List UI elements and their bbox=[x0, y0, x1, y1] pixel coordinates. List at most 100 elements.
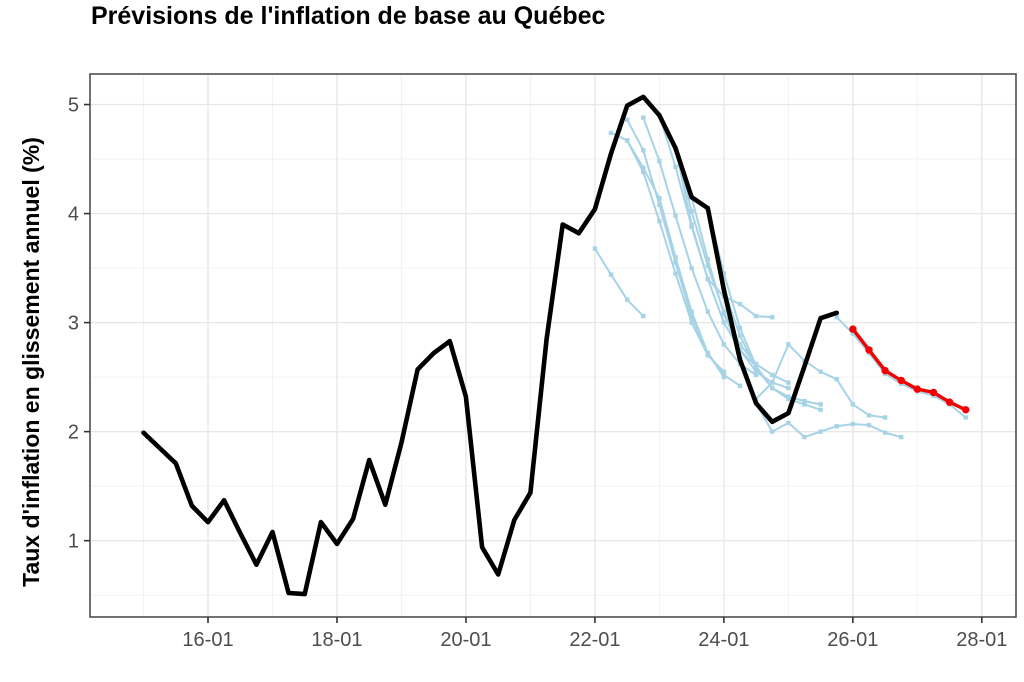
data-point-marker bbox=[721, 311, 727, 317]
data-point-marker bbox=[657, 219, 662, 224]
data-point-marker bbox=[705, 257, 710, 262]
data-point-marker bbox=[849, 325, 857, 333]
data-point-marker bbox=[625, 138, 630, 143]
series-line bbox=[674, 147, 790, 384]
data-point-marker bbox=[882, 415, 888, 420]
series-observed-core-inflation bbox=[141, 94, 840, 597]
data-point-marker bbox=[770, 315, 775, 320]
y-tick-label: 3 bbox=[68, 313, 79, 335]
data-point-marker bbox=[641, 313, 646, 319]
data-point-marker bbox=[786, 396, 791, 402]
data-point-marker bbox=[850, 331, 856, 336]
series-forecast-2022q3a bbox=[625, 117, 743, 388]
data-point-marker bbox=[818, 369, 823, 374]
data-point-marker bbox=[963, 415, 968, 420]
series-forecast-2022q2 bbox=[608, 130, 727, 380]
data-point-marker bbox=[834, 424, 839, 429]
data-point-marker bbox=[753, 366, 759, 371]
y-tick-label: 1 bbox=[68, 531, 79, 553]
data-point-marker bbox=[737, 342, 743, 347]
data-point-marker bbox=[657, 202, 662, 207]
data-point-marker bbox=[592, 246, 598, 251]
data-point-marker bbox=[786, 420, 791, 426]
series-line bbox=[851, 327, 968, 412]
data-point-marker bbox=[689, 320, 694, 325]
data-point-marker bbox=[850, 402, 856, 407]
data-point-marker bbox=[641, 115, 646, 120]
data-point-marker bbox=[866, 422, 872, 428]
data-point-marker bbox=[608, 272, 614, 277]
data-point-marker bbox=[673, 271, 678, 276]
series-line bbox=[755, 402, 903, 439]
data-point-marker bbox=[641, 169, 646, 175]
data-point-marker bbox=[689, 265, 694, 271]
data-point-marker bbox=[705, 276, 710, 282]
data-point-marker bbox=[689, 209, 694, 214]
grid-major bbox=[90, 74, 1016, 617]
data-point-marker bbox=[753, 369, 759, 374]
x-tick-label: 22-01 bbox=[569, 629, 620, 651]
data-point-marker bbox=[770, 380, 775, 385]
data-point-marker bbox=[737, 301, 743, 307]
data-point-marker bbox=[721, 320, 727, 325]
panel-border bbox=[89, 73, 1017, 618]
y-tick-label: 5 bbox=[68, 95, 79, 117]
data-point-marker bbox=[962, 406, 970, 414]
data-point-marker bbox=[770, 385, 775, 391]
data-point-marker bbox=[657, 196, 662, 201]
data-point-marker bbox=[834, 377, 839, 382]
data-point-marker bbox=[705, 263, 710, 269]
data-point-marker bbox=[737, 333, 743, 338]
data-point-marker bbox=[802, 398, 807, 404]
data-point-marker bbox=[929, 388, 938, 397]
data-point-marker bbox=[899, 434, 904, 440]
grid-minor bbox=[90, 74, 1016, 617]
data-point-marker bbox=[786, 394, 791, 399]
data-point-marker bbox=[818, 407, 823, 412]
data-point-marker bbox=[673, 255, 678, 260]
x-tick-label: 18-01 bbox=[311, 629, 362, 651]
series-line bbox=[642, 116, 758, 376]
data-point-marker bbox=[802, 434, 807, 440]
data-point-marker bbox=[673, 213, 678, 218]
data-point-marker bbox=[673, 260, 678, 265]
data-point-marker bbox=[705, 309, 710, 314]
data-point-marker bbox=[721, 342, 727, 347]
data-point-marker bbox=[737, 325, 743, 331]
data-point-marker bbox=[786, 385, 791, 391]
series-forecast-2023q1 bbox=[657, 113, 759, 369]
data-point-marker bbox=[882, 430, 888, 435]
data-point-marker bbox=[913, 385, 921, 393]
series-line bbox=[593, 247, 645, 318]
data-point-marker bbox=[770, 372, 775, 378]
data-point-marker bbox=[881, 366, 889, 375]
series-line bbox=[141, 94, 840, 597]
data-point-marker bbox=[657, 159, 662, 164]
axes: 16-01 18-01 20-01 22-01 24-01 26-01 28-01 1 2 3 4 5 bbox=[68, 95, 1008, 651]
data-point-marker bbox=[786, 342, 791, 347]
data-point-marker bbox=[818, 402, 823, 407]
data-point-marker bbox=[897, 376, 905, 385]
data-point-marker bbox=[737, 383, 743, 388]
y-tick-label: 2 bbox=[68, 422, 79, 444]
data-point-marker bbox=[834, 315, 839, 320]
x-tick-label: 28-01 bbox=[956, 629, 1007, 651]
series-forecast-current bbox=[849, 325, 970, 414]
data-point-marker bbox=[945, 398, 954, 406]
data-point-marker bbox=[721, 372, 727, 378]
data-point-marker bbox=[753, 313, 759, 319]
data-point-marker bbox=[641, 165, 646, 170]
x-tick-label: 16-01 bbox=[182, 629, 233, 651]
data-point-marker bbox=[608, 130, 614, 136]
data-point-marker bbox=[689, 309, 694, 314]
x-tick-label: 20-01 bbox=[440, 629, 491, 651]
x-tick-label: 24-01 bbox=[698, 629, 749, 651]
data-point-marker bbox=[818, 429, 823, 434]
data-point-marker bbox=[705, 353, 710, 358]
chart-title: Prévisions de l'inflation de base au Qué… bbox=[91, 2, 606, 30]
x-tick-label: 26-01 bbox=[827, 629, 878, 651]
data-point-marker bbox=[721, 369, 727, 374]
data-point-marker bbox=[770, 429, 775, 434]
